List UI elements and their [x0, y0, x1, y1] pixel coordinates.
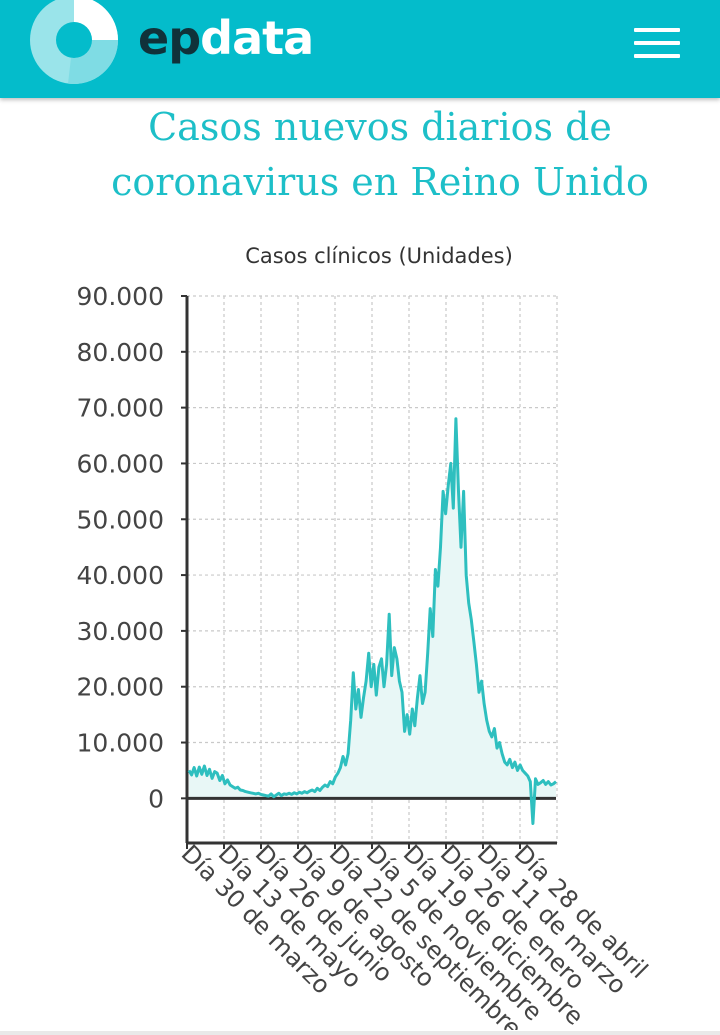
page-title: Casos nuevos diarios de coronavirus en R… [60, 100, 700, 210]
page-title-line-1: Casos nuevos diarios de [148, 105, 612, 149]
y-tick-label: 30.000 [77, 617, 164, 646]
y-tick-label: 90.000 [77, 282, 164, 311]
y-tick-label: 20.000 [77, 673, 164, 702]
y-tick-label: 10.000 [77, 729, 164, 758]
y-tick-label: 0 [148, 784, 164, 813]
chart-subtitle: Casos clínicos (Unidades) [245, 244, 513, 268]
y-tick-label: 50.000 [77, 505, 164, 534]
top-bar: epdata [0, 0, 720, 98]
y-tick-label: 70.000 [77, 394, 164, 423]
y-tick-label: 80.000 [77, 338, 164, 367]
brand-logo[interactable]: epdata [138, 10, 314, 66]
bottom-divider [0, 1031, 720, 1035]
series-line [187, 417, 557, 825]
brand-suffix: data [200, 11, 314, 65]
brand-prefix: ep [138, 11, 201, 65]
y-tick-label: 40.000 [77, 561, 164, 590]
cases-chart: 0 10.000 20.000 30.000 40.000 50.000 60.000 70.… [77, 244, 654, 1030]
hamburger-menu-icon[interactable] [634, 28, 680, 58]
page-title-line-2: coronavirus en Reino Unido [111, 160, 649, 204]
epdata-donut-logo-icon[interactable] [28, 0, 120, 86]
y-tick-label: 60.000 [77, 449, 164, 478]
y-tick-labels: 0 10.000 20.000 30.000 40.000 50.000 60.000 70.… [77, 282, 187, 813]
